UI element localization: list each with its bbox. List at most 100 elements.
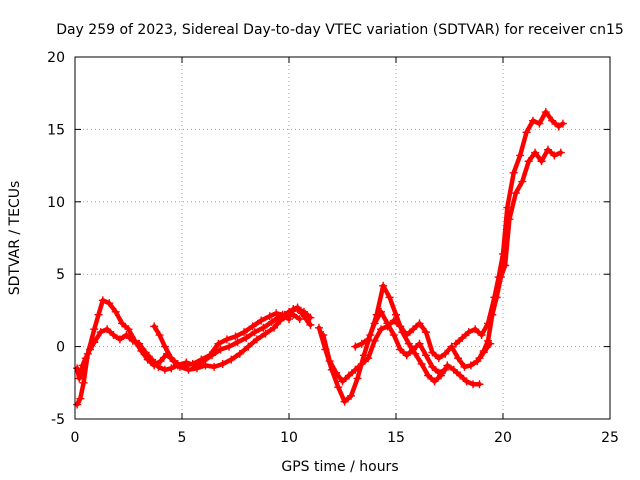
data-point: [505, 215, 514, 224]
data-point: [201, 361, 210, 370]
data-point: [73, 364, 82, 373]
data-point: [278, 310, 287, 319]
data-point: [443, 361, 452, 370]
data-point: [389, 331, 398, 340]
data-point: [297, 309, 306, 318]
data-point: [261, 329, 270, 338]
data-point: [434, 368, 443, 377]
data-point: [216, 345, 225, 354]
data-point: [75, 374, 84, 383]
data-point: [122, 331, 131, 340]
data-point: [359, 351, 368, 360]
data-point: [73, 400, 82, 409]
data-point: [240, 328, 249, 337]
data-point: [167, 364, 176, 373]
data-point: [319, 331, 328, 340]
data-point: [257, 316, 266, 325]
data-point: [488, 310, 497, 319]
data-point: [479, 346, 488, 355]
data-point: [155, 331, 164, 340]
y-tick-label: 20: [47, 50, 65, 66]
data-point: [428, 348, 437, 357]
data-point: [522, 128, 531, 137]
data-point: [462, 377, 471, 386]
data-point: [528, 116, 537, 125]
data-point: [396, 322, 405, 331]
data-point: [421, 328, 430, 337]
data-point: [475, 354, 484, 363]
data-point: [449, 365, 458, 374]
x-axis-label: GPS time / hours: [281, 459, 398, 475]
data-point: [428, 362, 437, 371]
y-tick-label: 10: [47, 195, 65, 211]
y-tick-label: 15: [47, 122, 65, 138]
data-point: [430, 377, 439, 386]
data-point: [464, 328, 473, 337]
data-point: [214, 339, 223, 348]
data-point: [402, 351, 411, 360]
data-point: [370, 336, 379, 345]
data-point: [137, 346, 146, 355]
data-point: [411, 349, 420, 358]
data-point: [248, 322, 257, 331]
data-point: [441, 349, 450, 358]
y-tick-label: -5: [51, 412, 65, 428]
data-point: [150, 322, 159, 331]
x-tick-label: 15: [387, 430, 405, 446]
data-point: [160, 342, 169, 351]
data-point: [434, 354, 443, 363]
data-point: [197, 355, 206, 364]
data-point: [402, 331, 411, 340]
data-point: [143, 355, 152, 364]
data-point: [454, 354, 463, 363]
data-point: [225, 342, 234, 351]
data-point: [167, 354, 176, 363]
data-point: [364, 335, 373, 344]
data-point: [94, 310, 103, 319]
data-point: [466, 361, 475, 370]
data-point: [396, 345, 405, 354]
data-point: [252, 335, 261, 344]
data-point: [389, 316, 398, 325]
data-point: [357, 359, 366, 368]
x-tick-label: 10: [280, 430, 298, 446]
chart-title: Day 259 of 2023, Sidereal Day-to-day VTE…: [56, 22, 624, 38]
y-tick-label: 0: [56, 340, 65, 356]
data-point: [531, 148, 540, 157]
data-point: [302, 315, 311, 324]
data-point: [415, 319, 424, 328]
data-point: [118, 319, 127, 328]
data-point: [347, 391, 356, 400]
data-series: [73, 108, 567, 409]
data-point: [150, 361, 159, 370]
data-point: [548, 116, 557, 125]
data-point: [471, 325, 480, 334]
data-point: [550, 151, 559, 160]
data-point: [460, 362, 469, 371]
data-point: [289, 304, 298, 313]
x-tick-label: 20: [494, 430, 512, 446]
data-point: [385, 293, 394, 302]
data-point: [188, 359, 197, 368]
data-point: [511, 189, 520, 198]
data-point: [392, 310, 400, 319]
x-tick-label: 0: [71, 430, 80, 446]
data-point: [270, 323, 279, 332]
data-point: [353, 374, 362, 383]
data-point: [79, 378, 88, 387]
data-point: [156, 357, 165, 366]
data-point: [105, 299, 114, 308]
data-point: [441, 365, 450, 374]
data-point: [344, 371, 353, 380]
data-point: [76, 394, 85, 403]
data-point: [477, 331, 486, 340]
data-point: [276, 316, 285, 325]
data-point: [447, 342, 456, 351]
data-point: [458, 333, 467, 342]
data-point: [272, 309, 281, 318]
x-tick-label: 5: [178, 430, 187, 446]
data-point: [109, 331, 118, 340]
data-point: [210, 362, 219, 371]
data-point: [409, 325, 418, 334]
